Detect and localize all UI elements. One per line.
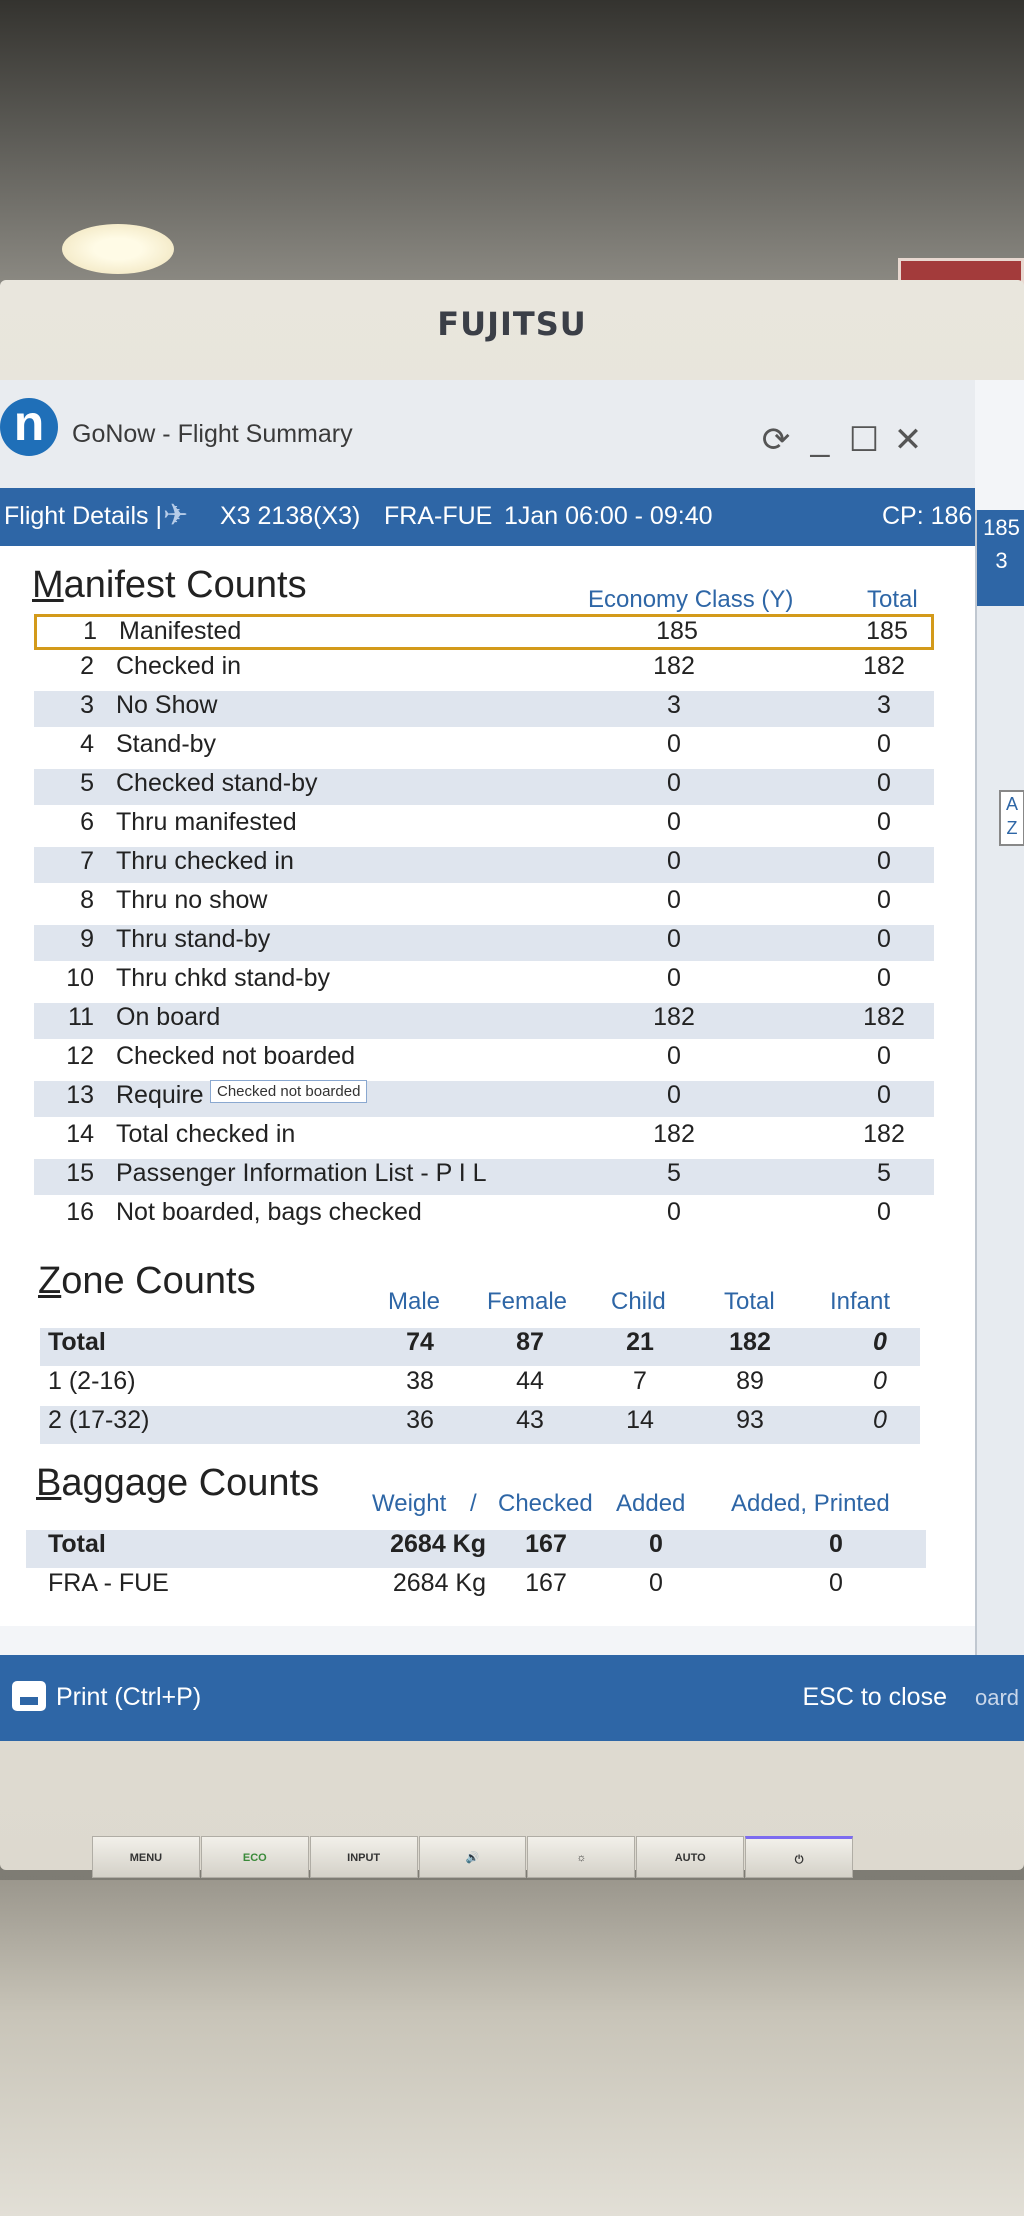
background-window-edge: oard [975, 1655, 1024, 1741]
manifest-row-1[interactable]: 1 Manifested 185 185 [34, 614, 934, 650]
manifest-row-5[interactable]: 5 Checked stand-by 0 0 [34, 769, 934, 805]
col-separator: / [470, 1490, 477, 1517]
flight-route: FRA-FUE [384, 502, 493, 530]
input-hw-button[interactable]: INPUT [309, 1836, 418, 1878]
col-male: Male [388, 1288, 441, 1315]
manifest-row-4[interactable]: 4 Stand-by 0 0 [80, 730, 891, 758]
baggage-counts-title: Baggage Counts [36, 1462, 320, 1504]
manifest-row-2[interactable]: 2 Checked in 182 182 [80, 652, 905, 680]
manifest-row-9[interactable]: 9 Thru stand-by 0 0 [34, 925, 934, 961]
monitor-brand: FUJITSU [437, 305, 587, 343]
col-checked: Checked [498, 1490, 593, 1517]
menu-hw-button[interactable]: MENU [92, 1836, 200, 1878]
print-button[interactable]: Print (Ctrl+P) [56, 1683, 202, 1711]
window-titlebar: n GoNow - Flight Summary ⟳ _ ☐ ✕ [0, 380, 975, 488]
window-controls: ⟳ _ ☐ ✕ [759, 420, 925, 460]
printer-icon[interactable] [12, 1681, 46, 1711]
window-title: GoNow - Flight Summary [72, 420, 353, 448]
auto-hw-button[interactable]: AUTO [636, 1836, 745, 1878]
window-footer: Print (Ctrl+P) ESC to close [0, 1655, 975, 1741]
cp-count: CP: 186 [882, 502, 973, 530]
col-weight: Weight [372, 1490, 447, 1517]
brightness-icon[interactable]: ☼ [527, 1836, 636, 1878]
desk-surface [0, 1880, 1024, 2216]
zone-row-2[interactable]: 2 (17-32) 36 43 14 93 0 [40, 1406, 920, 1444]
manifest-row-11[interactable]: 11 On board 182 182 [34, 1003, 934, 1039]
manifest-row-14[interactable]: 14 Total checked in 182 182 [66, 1120, 905, 1148]
col-female: Female [487, 1288, 568, 1315]
minimize-button[interactable]: _ [810, 420, 830, 458]
col-infant: Infant [830, 1288, 891, 1315]
manifest-row-12[interactable]: 12 Checked not boarded 0 0 [66, 1042, 891, 1070]
manifest-row-8[interactable]: 8 Thru no show 0 0 [80, 886, 891, 914]
col-zone-total: Total [724, 1288, 775, 1315]
app-logo-icon: n [0, 398, 58, 456]
ceiling-lamp [62, 224, 174, 274]
screen: n GoNow - Flight Summary ⟳ _ ☐ ✕ Flight … [0, 380, 1024, 1741]
baggage-row-total[interactable]: Total 2684 Kg 167 0 0 [26, 1530, 926, 1568]
side-panel-value-second: 3 [977, 546, 1024, 606]
volume-icon[interactable]: 🔊 [418, 1836, 527, 1878]
col-total: Total [867, 586, 918, 613]
close-button[interactable]: ✕ [893, 421, 923, 459]
manifest-row-6[interactable]: 6 Thru manifested 0 0 [80, 808, 891, 836]
monitor-hardware-buttons: MENU ECO INPUT 🔊 ☼ AUTO ⏻ [92, 1836, 854, 1880]
side-panel: 185 3 A Z [975, 510, 1024, 1740]
airplane-icon: ✈ [163, 499, 189, 532]
zone-counts-title: Zone Counts [38, 1260, 256, 1302]
eco-hw-button[interactable]: ECO [200, 1836, 309, 1878]
manifest-row-10[interactable]: 10 Thru chkd stand-by 0 0 [66, 964, 891, 992]
zone-row-1[interactable]: 1 (2-16) 38 44 7 89 0 [48, 1367, 887, 1395]
manifest-row-16[interactable]: 16 Not boarded, bags checked 0 0 [66, 1198, 891, 1226]
col-added-printed: Added, Printed [731, 1490, 890, 1517]
manifest-row-13[interactable]: 13 Require on 0 0 [34, 1081, 934, 1117]
flight-details-bar: Flight Details | ✈ X3 2138(X3) FRA-FUE 1… [0, 488, 975, 546]
manifest-row-7[interactable]: 7 Thru checked in 0 0 [34, 847, 934, 883]
manifest-counts-title: Manifest Counts [32, 564, 307, 606]
baggage-row-fra-fue[interactable]: FRA - FUE 2684 Kg 167 0 0 [48, 1569, 843, 1597]
side-panel-value-top: 185 [977, 510, 1024, 546]
sort-az-button[interactable]: A Z [999, 790, 1024, 846]
power-icon[interactable]: ⏻ [745, 1836, 854, 1878]
zone-row-total[interactable]: Total 74 87 21 182 0 [40, 1328, 920, 1366]
col-economy-class: Economy Class (Y) [588, 586, 794, 613]
esc-close-hint: ESC to close [802, 1683, 947, 1711]
flight-time: 1Jan 06:00 - 09:40 [504, 502, 713, 530]
col-child: Child [611, 1288, 666, 1315]
col-added: Added [616, 1490, 686, 1517]
flight-number: X3 2138(X3) [220, 502, 361, 530]
refresh-icon[interactable]: ⟳ [761, 421, 791, 459]
manifest-row-3[interactable]: 3 No Show 3 3 [34, 691, 934, 727]
maximize-button[interactable]: ☐ [848, 421, 880, 459]
tooltip-checked-not-boarded: Checked not boarded [210, 1080, 368, 1103]
flight-details-label: Flight Details | [4, 502, 162, 530]
flight-summary-content: Manifest Counts Economy Class (Y) Total … [0, 546, 975, 1626]
